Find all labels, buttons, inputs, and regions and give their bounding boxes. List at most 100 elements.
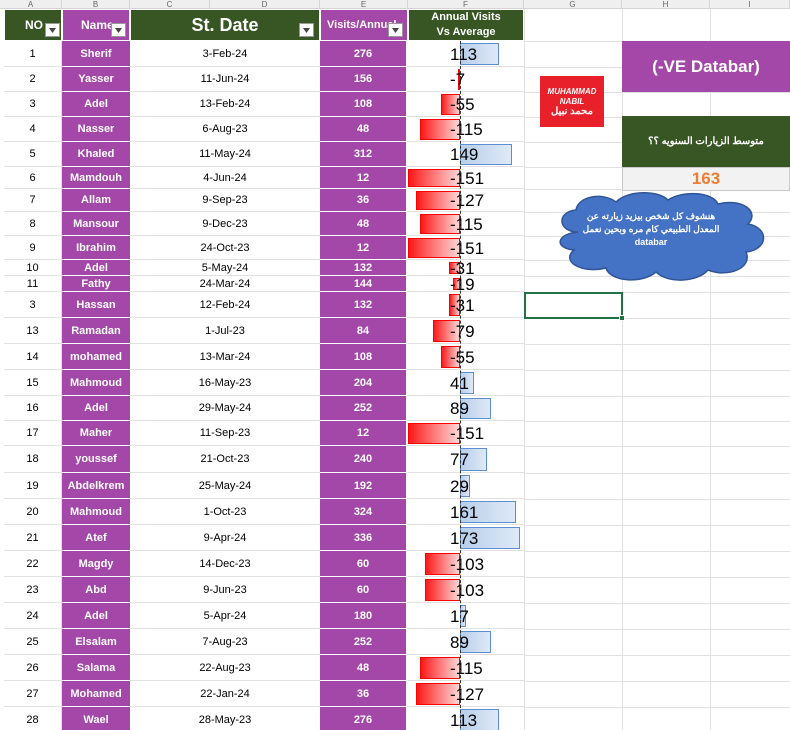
fill-handle[interactable] [619,315,625,321]
databar-cell[interactable] [408,551,524,577]
visits-cell[interactable]: 240 [320,446,406,473]
column-header-i[interactable]: I [710,0,790,9]
name-cell[interactable]: Adel [62,260,130,276]
visits-cell[interactable]: 48 [320,655,406,681]
name-cell[interactable]: Mohamed [62,681,130,707]
row-number-cell[interactable]: 10 [4,260,62,276]
date-cell[interactable]: 9-Dec-23 [130,212,320,236]
visits-cell[interactable]: 84 [320,318,406,344]
visits-cell[interactable]: 108 [320,344,406,370]
databar-cell[interactable] [408,67,524,92]
databar-cell[interactable] [408,292,524,318]
name-cell[interactable]: Abd [62,577,130,603]
visits-cell[interactable]: 312 [320,142,406,167]
visits-cell[interactable]: 60 [320,551,406,577]
visits-cell[interactable]: 48 [320,117,406,142]
date-cell[interactable]: 5-Apr-24 [130,603,320,629]
filter-dropdown-icon[interactable] [299,23,314,37]
filter-dropdown-icon[interactable] [111,23,126,37]
date-cell[interactable]: 28-May-23 [130,707,320,730]
row-number-cell[interactable]: 3 [4,92,62,117]
date-cell[interactable]: 9-Apr-24 [130,525,320,551]
date-cell[interactable]: 24-Mar-24 [130,276,320,292]
visits-cell[interactable]: 276 [320,41,406,67]
visits-cell[interactable]: 192 [320,473,406,499]
databar-cell[interactable] [408,577,524,603]
visits-cell[interactable]: 156 [320,67,406,92]
databar-cell[interactable] [408,446,524,473]
date-cell[interactable]: 9-Jun-23 [130,577,320,603]
column-header-f[interactable]: F [408,0,524,9]
row-number-cell[interactable]: 16 [4,396,62,421]
row-number-cell[interactable]: 25 [4,629,62,655]
databar-cell[interactable] [408,681,524,707]
databar-cell[interactable] [408,117,524,142]
row-number-cell[interactable]: 26 [4,655,62,681]
row-number-cell[interactable]: 27 [4,681,62,707]
databar-cell[interactable] [408,212,524,236]
name-cell[interactable]: Sherif [62,41,130,67]
active-cell-selection[interactable] [524,292,623,319]
header-st-date[interactable]: St. Date [130,9,320,41]
column-header-e[interactable]: E [320,0,408,9]
row-number-cell[interactable]: 4 [4,117,62,142]
name-cell[interactable]: Yasser [62,67,130,92]
date-cell[interactable]: 25-May-24 [130,473,320,499]
visits-cell[interactable]: 108 [320,92,406,117]
column-header-a[interactable]: A [0,0,62,9]
row-number-cell[interactable]: 7 [4,189,62,212]
date-cell[interactable]: 9-Sep-23 [130,189,320,212]
date-cell[interactable]: 22-Jan-24 [130,681,320,707]
row-number-cell[interactable]: 8 [4,212,62,236]
date-cell[interactable]: 11-May-24 [130,142,320,167]
filter-dropdown-icon[interactable] [388,23,403,37]
date-cell[interactable]: 11-Sep-23 [130,421,320,446]
date-cell[interactable]: 22-Aug-23 [130,655,320,681]
name-cell[interactable]: Mahmoud [62,499,130,525]
row-number-cell[interactable]: 28 [4,707,62,730]
date-cell[interactable]: 29-May-24 [130,396,320,421]
databar-cell[interactable] [408,655,524,681]
date-cell[interactable]: 6-Aug-23 [130,117,320,142]
name-cell[interactable]: Elsalam [62,629,130,655]
databar-cell[interactable] [408,92,524,117]
name-cell[interactable]: Magdy [62,551,130,577]
header-annual-vs-average[interactable]: Annual Visits Vs Average [408,9,524,41]
name-cell[interactable]: Wael [62,707,130,730]
column-header-g[interactable]: G [524,0,622,9]
databar-cell[interactable] [408,318,524,344]
row-number-cell[interactable]: 1 [4,41,62,67]
date-cell[interactable]: 16-May-23 [130,370,320,396]
row-number-cell[interactable]: 3 [4,292,62,318]
row-number-cell[interactable]: 22 [4,551,62,577]
column-header-h[interactable]: H [622,0,710,9]
databar-cell[interactable] [408,421,524,446]
column-header-c[interactable]: C [130,0,210,9]
name-cell[interactable]: Nasser [62,117,130,142]
visits-cell[interactable]: 180 [320,603,406,629]
row-number-cell[interactable]: 13 [4,318,62,344]
row-number-cell[interactable]: 21 [4,525,62,551]
visits-cell[interactable]: 132 [320,292,406,318]
name-cell[interactable]: Atef [62,525,130,551]
databar-cell[interactable] [408,396,524,421]
databar-cell[interactable] [408,41,524,67]
name-cell[interactable]: Fathy [62,276,130,292]
visits-cell[interactable]: 12 [320,421,406,446]
date-cell[interactable]: 12-Feb-24 [130,292,320,318]
visits-cell[interactable]: 252 [320,629,406,655]
visits-cell[interactable]: 36 [320,189,406,212]
databar-cell[interactable] [408,629,524,655]
databar-cell[interactable] [408,525,524,551]
row-number-cell[interactable]: 11 [4,276,62,292]
databar-cell[interactable] [408,142,524,167]
date-cell[interactable]: 1-Oct-23 [130,499,320,525]
panel-question[interactable]: متوسط الزيارات السنويه ؟؟ [622,116,790,167]
panel-title[interactable]: (-VE Databar) [622,41,790,92]
date-cell[interactable]: 24-Oct-23 [130,236,320,260]
date-cell[interactable]: 13-Feb-24 [130,92,320,117]
databar-cell[interactable] [408,603,524,629]
databar-cell[interactable] [408,370,524,396]
filter-dropdown-icon[interactable] [45,23,60,37]
databar-cell[interactable] [408,499,524,525]
